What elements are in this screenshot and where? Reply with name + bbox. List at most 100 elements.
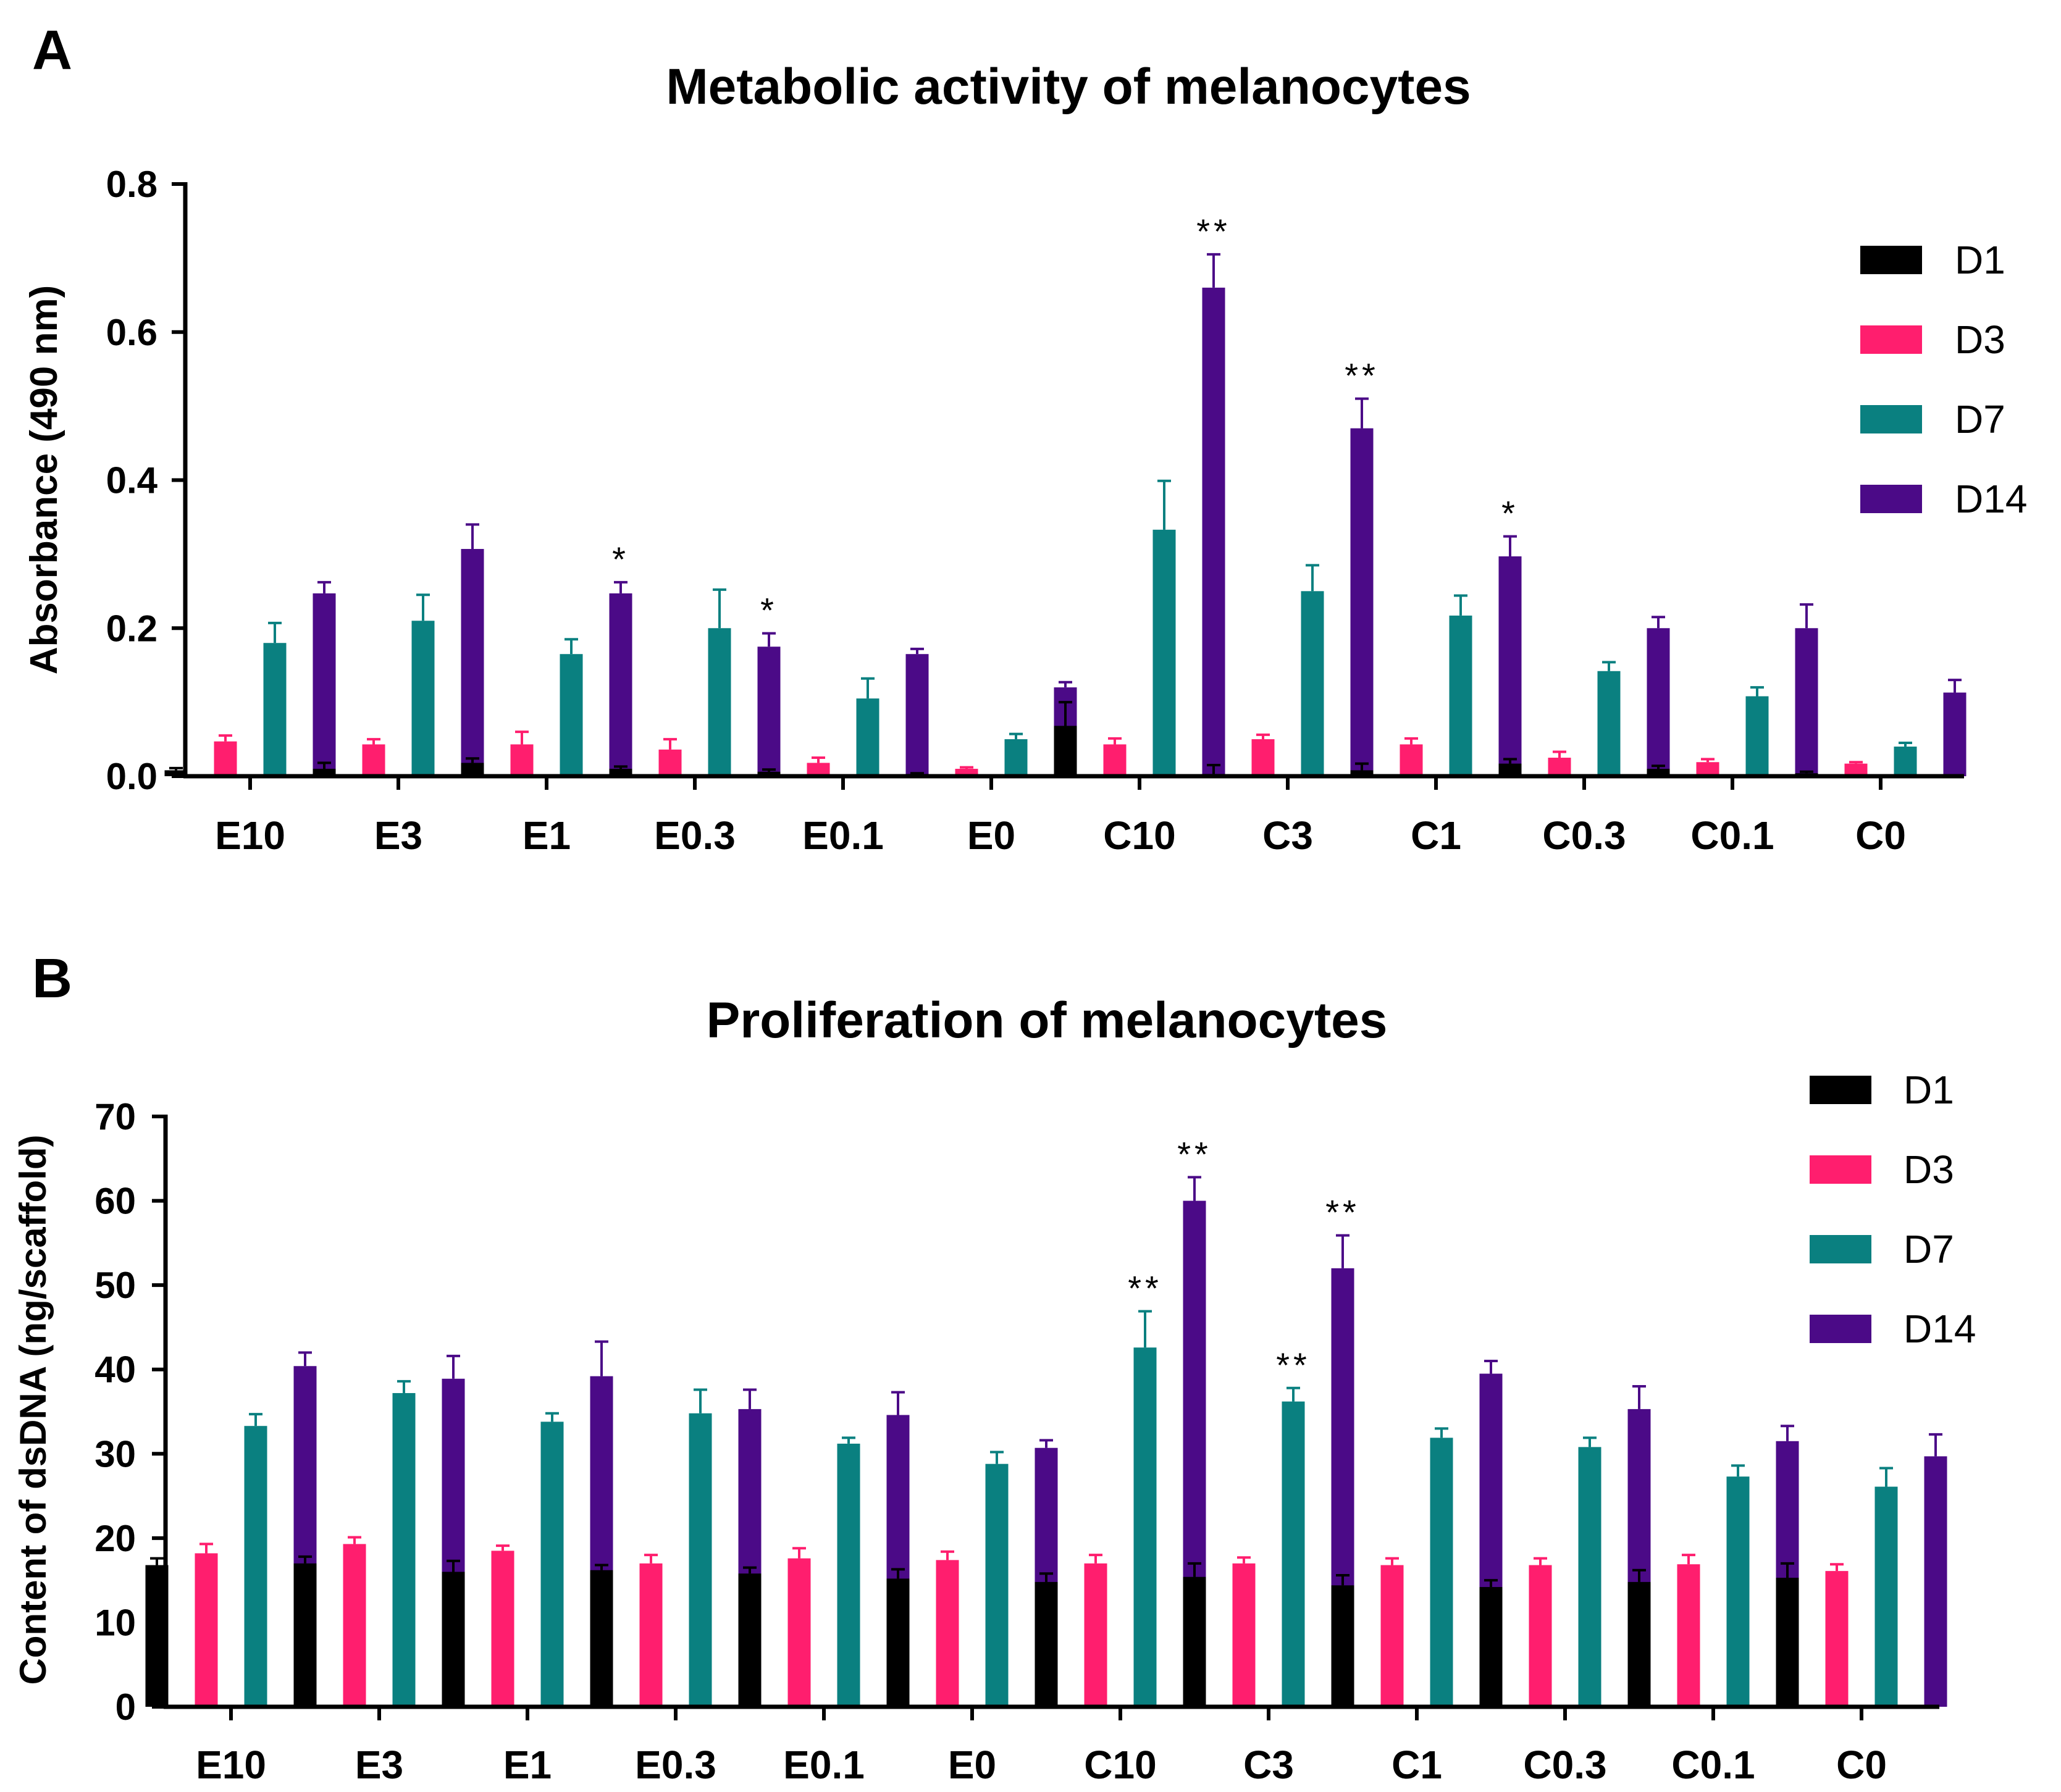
bar-A-C3-D7 <box>1301 591 1324 776</box>
bar-B-E1-D1 <box>442 1572 465 1707</box>
bar-B-C0.3-D1 <box>1479 1587 1503 1707</box>
x-tick-label: E0 <box>948 1743 996 1787</box>
x-tick-label: C0 <box>1836 1743 1887 1787</box>
y-tick-label: 0.4 <box>106 460 158 501</box>
x-tick-label: E1 <box>503 1743 552 1787</box>
bar-A-E10-D14 <box>313 593 336 776</box>
x-tick-label: C0.3 <box>1523 1743 1606 1787</box>
x-tick-label: C0.1 <box>1690 813 1774 858</box>
bar-B-C10-D1 <box>1035 1581 1058 1707</box>
x-tick-label: C1 <box>1391 1743 1442 1787</box>
x-tick-label: C0.1 <box>1671 1743 1755 1787</box>
bar-A-C3-D14 <box>1350 428 1374 776</box>
significance-marker-A-C10-D14: ** <box>1196 212 1231 251</box>
bar-A-C1-D1 <box>1350 770 1374 776</box>
bar-B-E0-D3 <box>936 1560 959 1707</box>
bar-B-C0-D1 <box>1776 1578 1799 1707</box>
bar-A-E0.1-D7 <box>856 698 879 776</box>
significance-marker-A-E0.3-D14: * <box>760 591 778 630</box>
x-tick-label: C0 <box>1855 813 1906 858</box>
bar-B-C0.3-D3 <box>1529 1565 1552 1707</box>
y-tick-label: 70 <box>94 1096 136 1137</box>
x-tick-label: C3 <box>1243 1743 1294 1787</box>
bar-A-E0.3-D14 <box>757 647 781 776</box>
bar-A-E0.1-D14 <box>905 654 929 776</box>
x-tick-label: E1 <box>523 813 571 858</box>
x-tick-label: E10 <box>215 813 285 858</box>
bar-B-E3-D3 <box>343 1544 366 1707</box>
bar-B-C3-D7 <box>1282 1401 1305 1707</box>
y-tick-label: 0.0 <box>106 756 157 797</box>
bar-A-E1-D3 <box>510 744 534 776</box>
bar-A-E3-D14 <box>461 548 484 776</box>
x-tick-label: C0.3 <box>1542 813 1626 858</box>
bar-B-C10-D3 <box>1084 1563 1107 1707</box>
bar-B-C0-D14 <box>1924 1456 1947 1707</box>
bar-B-E0-D7 <box>985 1463 1009 1707</box>
x-tick-label: C10 <box>1084 1743 1156 1787</box>
x-tick-label: E3 <box>355 1743 403 1787</box>
legend-label-D1: D1 <box>1904 1068 1954 1112</box>
significance-marker-B-C10-D14: ** <box>1177 1134 1212 1173</box>
y-tick-label: 30 <box>94 1433 136 1475</box>
bar-A-E3-D7 <box>411 621 435 776</box>
x-tick-label: C1 <box>1411 813 1461 858</box>
bar-A-E10-D3 <box>214 741 237 776</box>
y-tick-label: 0.6 <box>106 312 157 353</box>
y-tick-label: 0.8 <box>106 164 157 205</box>
bar-B-E3-D7 <box>392 1392 416 1707</box>
bar-A-E1-D1 <box>461 763 484 776</box>
significance-marker-B-C3-D7: ** <box>1276 1346 1311 1384</box>
x-tick-label: E0 <box>967 813 1015 858</box>
bar-A-C0-D14 <box>1943 692 1967 776</box>
bar-A-C0.3-D7 <box>1597 671 1621 776</box>
y-tick-label: 10 <box>94 1602 136 1643</box>
bar-B-E1-D3 <box>491 1551 514 1707</box>
bar-A-E3-D3 <box>362 744 385 776</box>
bar-B-C3-D1 <box>1183 1576 1206 1707</box>
bar-A-C0-D3 <box>1844 763 1868 776</box>
y-tick-label: 20 <box>94 1518 136 1559</box>
bar-A-E0.1-D1 <box>757 771 781 776</box>
y-tick-label: 0 <box>115 1686 136 1728</box>
legend-swatch-D7 <box>1810 1235 1871 1263</box>
bar-A-C0.1-D1 <box>1647 769 1670 776</box>
bar-A-C3-D3 <box>1251 739 1275 776</box>
legend-label-D1: D1 <box>1955 238 2005 282</box>
bar-A-C0.3-D1 <box>1498 763 1522 776</box>
bar-A-E0-D7 <box>1004 739 1028 776</box>
legend-swatch-D3 <box>1810 1155 1871 1184</box>
legend: D1 D3 D7 D14 <box>1810 1068 1976 1351</box>
legend-swatch-D1 <box>1810 1076 1871 1104</box>
significance-marker-B-C10-D7: ** <box>1128 1268 1162 1307</box>
x-tick-label: C3 <box>1262 813 1313 858</box>
x-tick-label: E0.3 <box>654 813 736 858</box>
legend: D1 D3 D7 D14 <box>1860 238 2027 521</box>
y-tick-label: 40 <box>94 1349 136 1391</box>
bar-B-E0.3-D7 <box>689 1413 712 1707</box>
bar-B-E3-D1 <box>293 1563 317 1707</box>
bar-B-C0-D3 <box>1825 1571 1849 1707</box>
bar-B-C1-D3 <box>1380 1565 1404 1707</box>
chart-panel-A: A Metabolic activity of melanocytes Absorb… <box>23 20 2027 858</box>
bar-B-E10-D3 <box>195 1553 218 1707</box>
bar-B-E10-D7 <box>244 1426 267 1707</box>
x-tick-label: E10 <box>196 1743 266 1787</box>
x-tick-label: E0.1 <box>783 1743 865 1787</box>
chart-title: Proliferation of melanocytes <box>707 992 1388 1049</box>
bar-A-C1-D14 <box>1498 556 1522 776</box>
chart-title: Metabolic activity of melanocytes <box>666 59 1471 115</box>
bar-A-C0.3-D14 <box>1647 628 1670 776</box>
bar-A-E1-D7 <box>560 654 583 776</box>
bar-B-E1-D7 <box>540 1421 564 1707</box>
bar-B-C0-D7 <box>1874 1486 1898 1707</box>
panel-letter: B <box>32 948 72 1010</box>
bar-A-E3-D1 <box>313 769 336 776</box>
x-tick-label: E0.3 <box>635 1743 716 1787</box>
bar-B-E0-D1 <box>886 1578 910 1707</box>
x-tick-label: E3 <box>374 813 422 858</box>
y-tick-label: 60 <box>94 1181 136 1222</box>
y-axis-label: Content of dsDNA (ng/scaffold) <box>12 1134 54 1685</box>
bar-A-C0.1-D7 <box>1745 696 1769 776</box>
